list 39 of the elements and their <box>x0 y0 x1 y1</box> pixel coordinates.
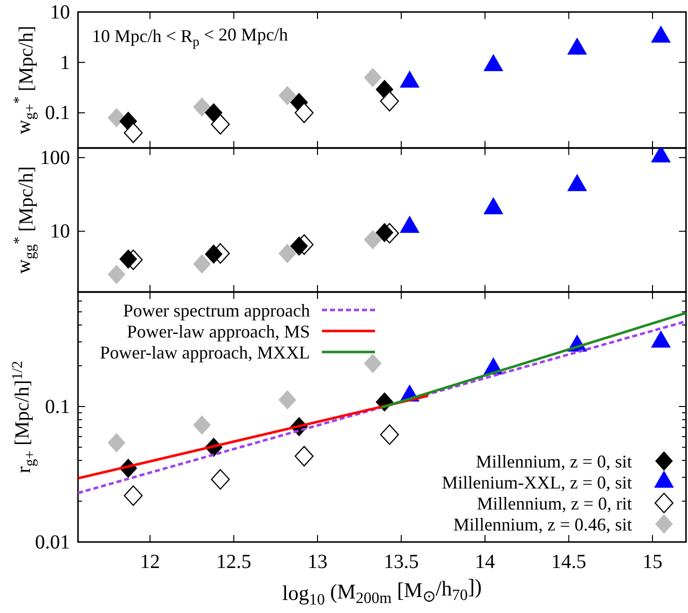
point <box>193 415 211 435</box>
y-tick-label: 10 <box>50 220 70 243</box>
text: log$_{10}$ (M$_{200m}$ [M$_{⊙}$/h$_{70}$]) <box>282 574 482 609</box>
point <box>278 390 296 410</box>
point <box>204 244 223 264</box>
x-tick-label: 13 <box>308 551 328 574</box>
point <box>294 446 314 466</box>
x-tick-label: 15 <box>642 551 662 574</box>
point <box>108 264 126 284</box>
legend-label: Power-law approach, MXXL <box>100 342 310 362</box>
point <box>364 230 382 250</box>
legend-label: Millenium-XXL, z = 0, sit <box>442 472 632 492</box>
point <box>650 330 671 348</box>
y-tick-label: 10 <box>50 1 70 24</box>
y-tick-label: 0.01 <box>35 531 70 554</box>
point <box>380 424 399 445</box>
legend-label: Millennium, z = 0, sit <box>476 451 632 472</box>
y-tick-label: 0.1 <box>45 396 70 418</box>
x-tick-label: 14.5 <box>551 551 586 574</box>
legend-label: Millennium, z = 0, rit <box>476 493 632 514</box>
legend-label: Power-law approach, MS <box>126 321 310 342</box>
legend-label: Millennium, z = 0.46, sit <box>453 514 632 534</box>
x-tick-label: 13.5 <box>384 551 419 574</box>
point <box>290 236 308 256</box>
annotation: 10 Mpc/h < R$_{p}$ < 20 Mpc/h <box>92 24 288 50</box>
point <box>193 254 211 274</box>
point <box>278 244 296 264</box>
x-tick-label: 12 <box>140 551 160 574</box>
point <box>119 249 138 269</box>
y-tick-label: 0.1 <box>45 102 70 124</box>
point <box>376 222 394 242</box>
legend-label: Power spectrum approach <box>123 300 310 320</box>
y-tick-label: 100 <box>40 147 70 170</box>
point <box>108 433 126 452</box>
point <box>210 469 230 490</box>
x-tick-label: 12.5 <box>216 551 252 574</box>
x-tick-label: 14 <box>475 551 496 574</box>
y-tick-label: 1 <box>60 52 70 74</box>
point <box>124 485 143 506</box>
